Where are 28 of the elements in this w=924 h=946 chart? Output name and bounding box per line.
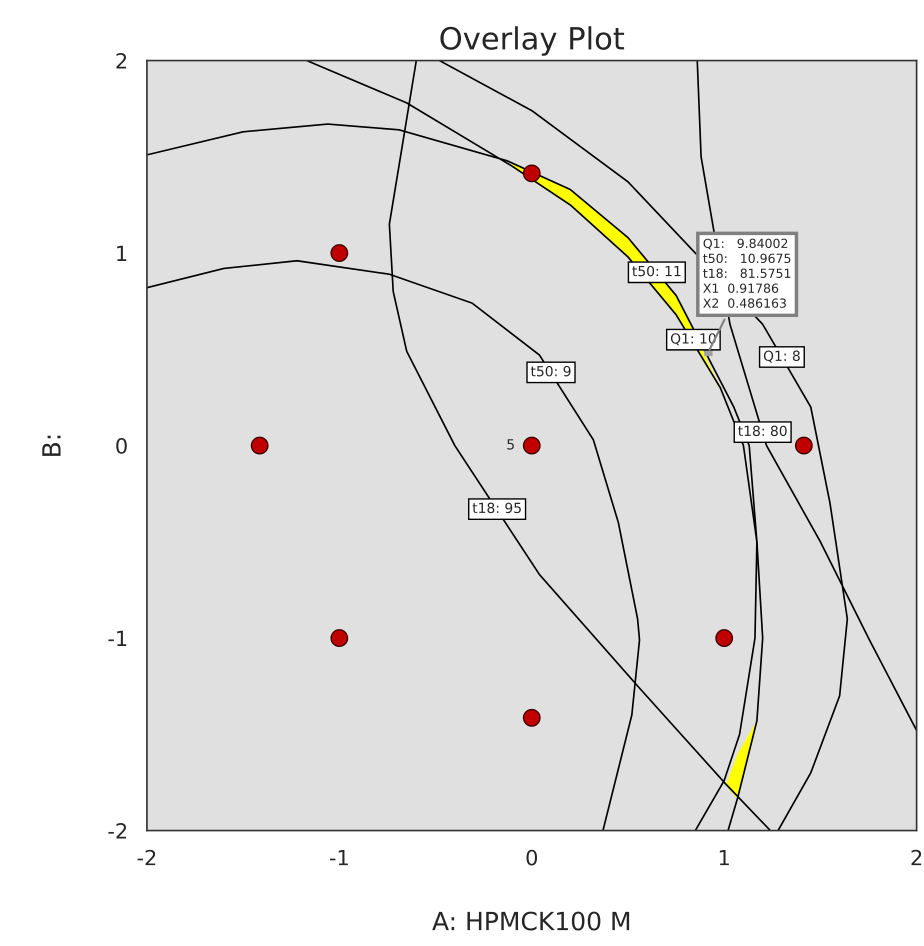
annotation: t18: 80 [738, 426, 787, 436]
point [794, 436, 813, 454]
annotation: t18: 95 [472, 502, 521, 514]
y-tick-label: 0 [116, 438, 127, 454]
y-tick-label: -2 [108, 823, 126, 839]
chart-title: Overlay Plot [440, 26, 624, 56]
point [715, 629, 734, 647]
point [250, 436, 269, 454]
point [522, 164, 541, 182]
x-tick-label: 1 [720, 850, 729, 866]
y-axis-title: B: [42, 436, 61, 456]
point [522, 708, 541, 727]
x-tick-label: 0 [526, 850, 538, 866]
y-tick-label: 2 [116, 52, 126, 68]
annotation: 5 [507, 439, 514, 450]
x-tick-label: -1 [330, 850, 348, 866]
y-tick-label: -1 [108, 630, 126, 646]
point [522, 436, 541, 454]
x-tick-label: -2 [138, 850, 156, 866]
x-tick-label: 2 [912, 850, 922, 866]
annotation: t50: 11 [632, 266, 680, 276]
annotation: t50: 9 [530, 366, 571, 376]
y-tick-label: 1 [117, 246, 126, 261]
point [330, 244, 348, 262]
x-axis-title: A: HPMCK100 M [432, 912, 630, 931]
annotation: Q1: 8 [764, 350, 800, 363]
annotation: Q1: 9.84002 t50: 10.9675 t18: 81.5751 X1 0.91786 X2 0.486163 [703, 238, 790, 308]
point [330, 629, 348, 647]
